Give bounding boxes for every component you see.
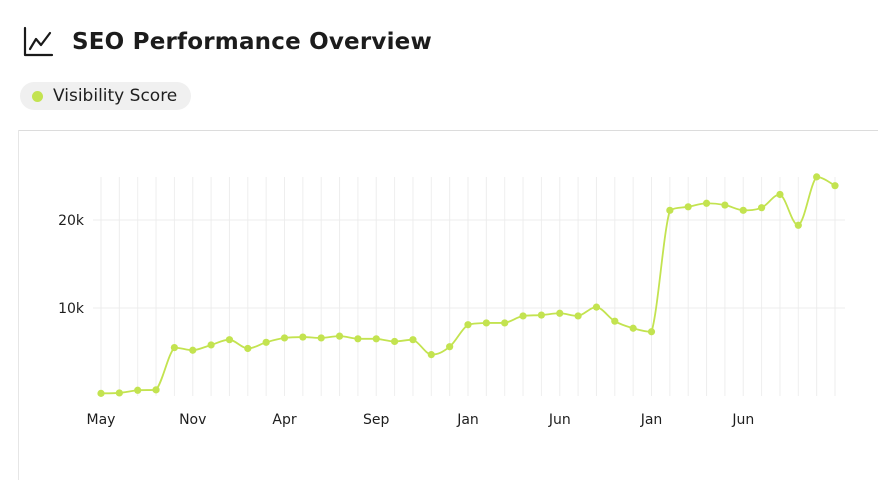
data-point	[702, 199, 711, 207]
horizontal-gridlines	[93, 219, 845, 309]
data-point	[739, 206, 747, 214]
data-point	[794, 221, 802, 229]
y-tick-label: 20k	[58, 213, 85, 229]
x-tick-label: Nov	[179, 412, 206, 428]
x-tick-label: Apr	[272, 412, 296, 428]
data-point	[758, 204, 766, 212]
panel-header: SEO Performance Overview	[22, 24, 432, 60]
data-point	[776, 190, 784, 199]
line-chart-icon	[22, 26, 54, 58]
data-point	[684, 203, 692, 211]
x-tick-label: Sep	[363, 412, 390, 428]
x-axis-labels: May Nov Apr Sep Jan Jun Jan Jun	[87, 412, 755, 428]
data-point	[335, 332, 344, 340]
data-point	[354, 335, 362, 343]
data-point	[189, 346, 197, 354]
data-point	[225, 336, 234, 344]
data-point	[115, 389, 123, 397]
vertical-gridlines	[100, 177, 836, 396]
y-tick-label: 10k	[58, 301, 85, 317]
legend-dot-icon	[32, 90, 43, 102]
data-point	[409, 336, 417, 344]
data-point	[97, 389, 105, 397]
data-point	[134, 386, 142, 394]
data-point	[611, 317, 619, 325]
data-point	[262, 338, 270, 346]
data-point	[280, 334, 289, 342]
data-point	[170, 344, 178, 352]
data-point	[207, 341, 215, 349]
page-title: SEO Performance Overview	[72, 29, 432, 55]
x-tick-label: Jun	[731, 412, 754, 428]
data-point	[813, 173, 821, 181]
data-point	[574, 312, 582, 320]
panel-left-border	[18, 130, 19, 480]
x-tick-label: Jan	[640, 412, 663, 428]
data-point	[501, 319, 509, 327]
data-point	[372, 335, 380, 343]
data-point	[482, 319, 490, 327]
x-tick-label: May	[87, 412, 116, 428]
data-point	[519, 312, 527, 320]
data-point	[464, 321, 472, 329]
legend-label: Visibility Score	[53, 86, 178, 106]
data-point	[391, 337, 399, 346]
header-divider	[18, 130, 878, 131]
data-point	[427, 351, 435, 359]
data-point	[647, 328, 656, 336]
legend-item-visibility-score[interactable]: Visibility Score	[20, 82, 192, 110]
data-point	[831, 182, 839, 190]
data-point	[446, 343, 454, 351]
data-point	[244, 344, 252, 353]
data-point	[592, 303, 601, 311]
data-point	[152, 386, 160, 394]
series-points	[97, 173, 839, 397]
data-point	[721, 201, 729, 209]
data-point	[317, 334, 325, 342]
data-point	[666, 206, 674, 214]
y-axis-labels: 10k 20k	[58, 213, 85, 317]
data-point	[299, 333, 307, 341]
x-tick-label: Jun	[548, 412, 571, 428]
data-point	[629, 324, 637, 332]
data-point	[556, 309, 564, 317]
data-point	[537, 311, 546, 319]
x-tick-label: Jan	[456, 412, 479, 428]
